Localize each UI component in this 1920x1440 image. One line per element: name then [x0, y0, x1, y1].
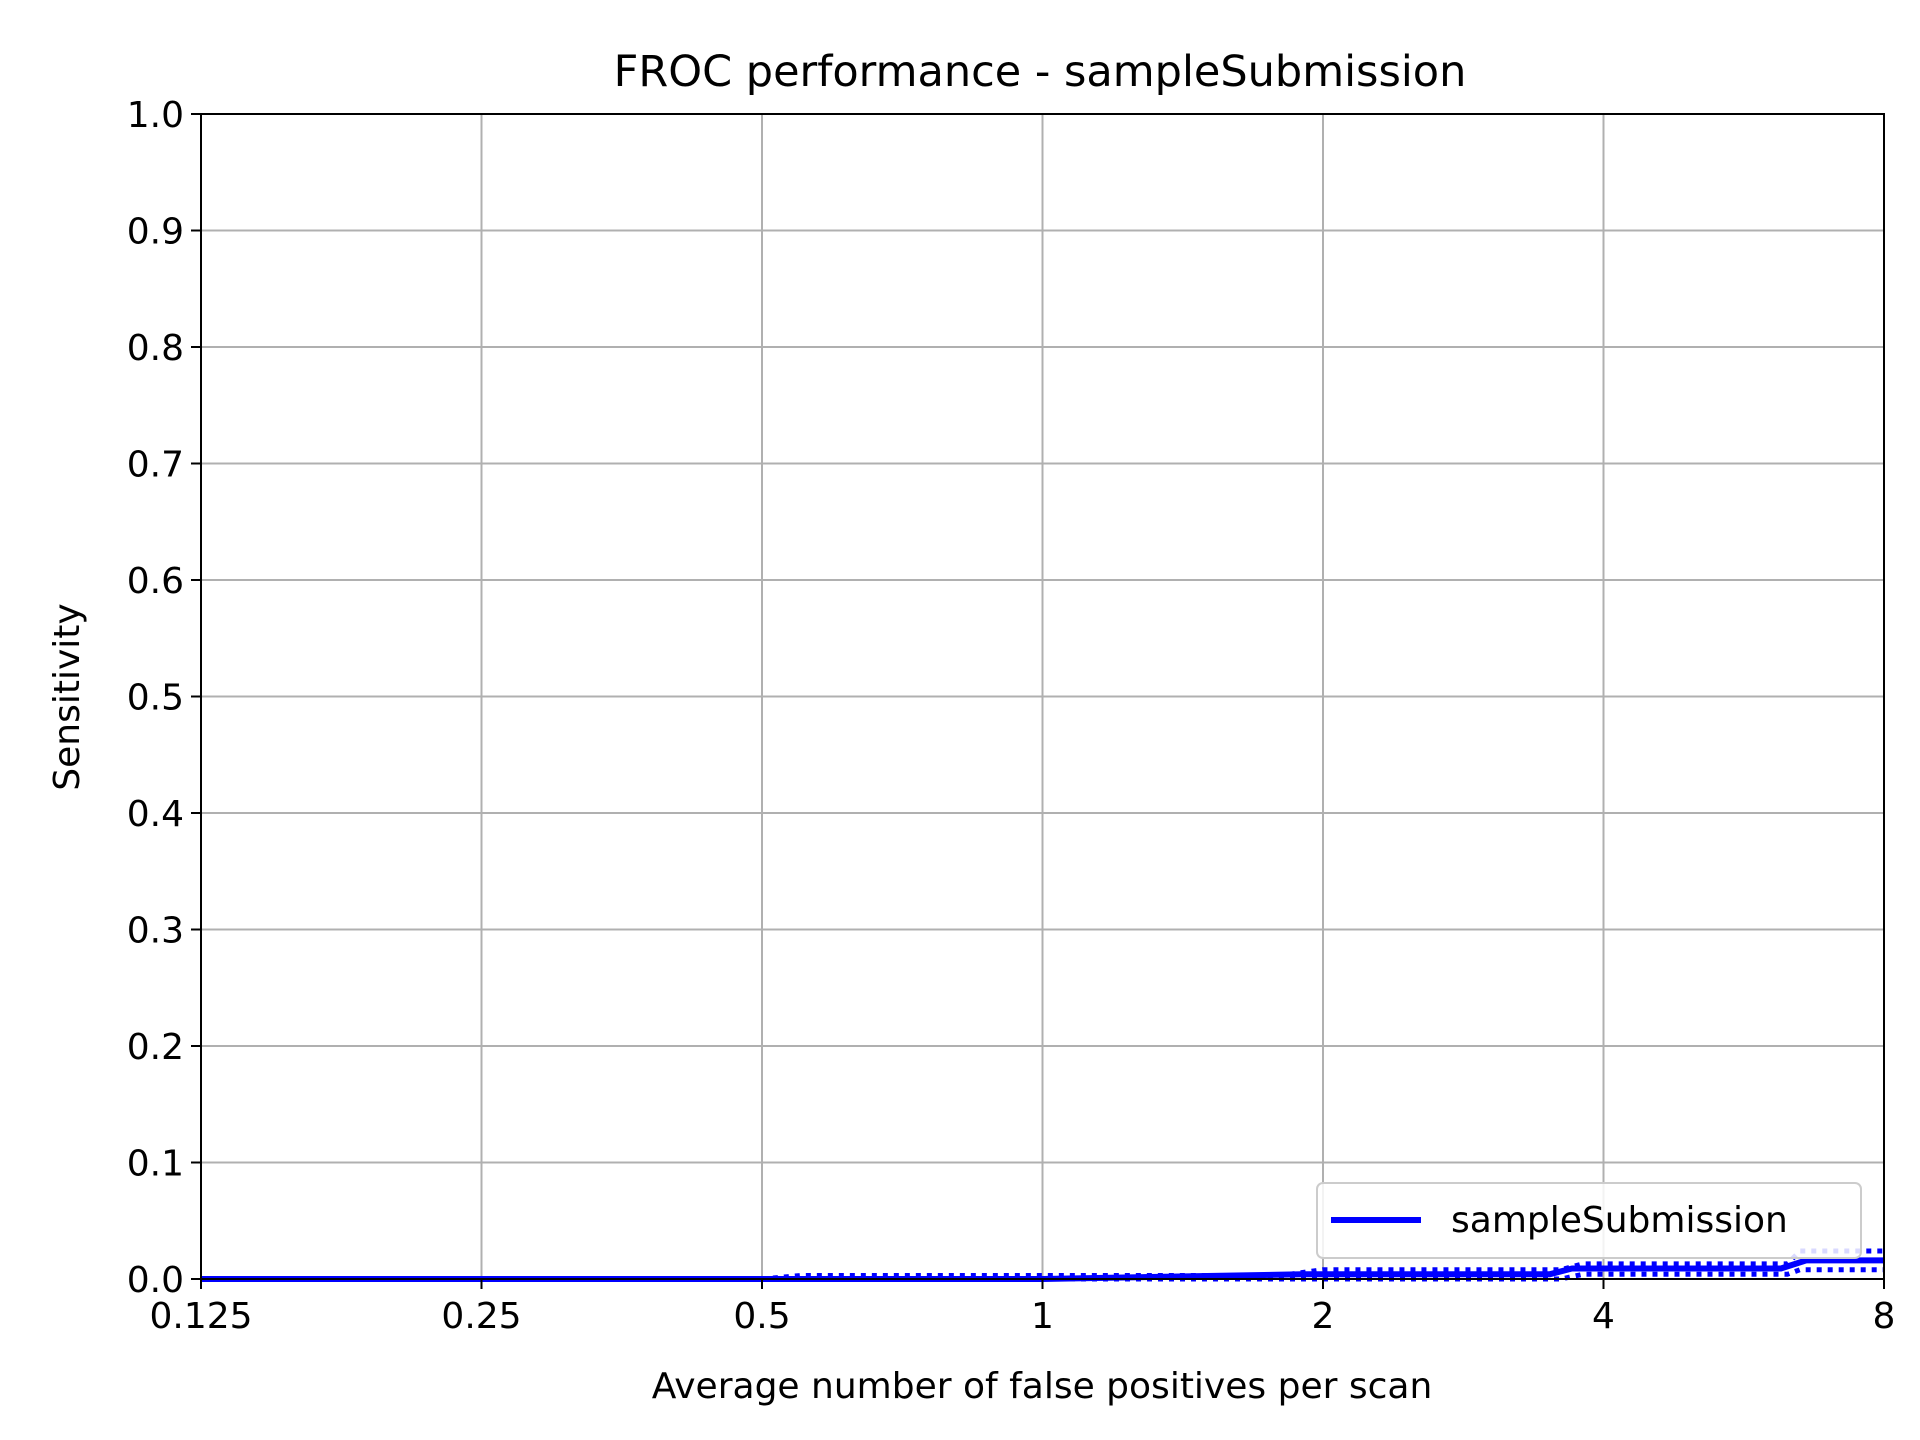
y-tick-label: 1.0 — [127, 95, 184, 136]
chart-title: FROC performance - sampleSubmission — [614, 47, 1467, 97]
y-tick-label: 0.4 — [127, 794, 184, 835]
y-tick-label: 0.3 — [127, 911, 184, 952]
y-tick-label: 0.7 — [127, 445, 184, 486]
x-tick-label: 4 — [1592, 1296, 1615, 1337]
y-axis-label: Sensitivity — [47, 603, 88, 790]
x-tick-label: 1 — [1031, 1296, 1054, 1337]
x-tick-label: 0.5 — [733, 1296, 790, 1337]
y-tick-label: 0.6 — [127, 561, 184, 602]
x-tick-label: 0.125 — [149, 1296, 252, 1337]
x-tick-label: 8 — [1873, 1296, 1896, 1337]
legend-box — [1316, 1182, 1862, 1259]
x-axis-label: Average number of false positives per sc… — [652, 1366, 1433, 1407]
y-tick-label: 0.0 — [127, 1260, 184, 1301]
y-tick-label: 0.2 — [127, 1027, 184, 1068]
y-tick-label: 0.9 — [127, 212, 184, 253]
x-tick-label: 2 — [1312, 1296, 1335, 1337]
x-tick-label: 0.25 — [441, 1296, 521, 1337]
y-tick-label: 0.5 — [127, 678, 184, 719]
y-tick-label: 0.1 — [127, 1144, 184, 1185]
ticks: 0.125 0.25 0.5 1 2 4 8 0.0 0.1 0.2 0.3 0.4 0.5 0.6 0.7… — [127, 95, 1896, 1337]
legend-label: sampleSubmission — [1451, 1200, 1788, 1241]
y-tick-label: 0.8 — [127, 328, 184, 369]
legend: sampleSubmission — [1316, 1182, 1862, 1259]
